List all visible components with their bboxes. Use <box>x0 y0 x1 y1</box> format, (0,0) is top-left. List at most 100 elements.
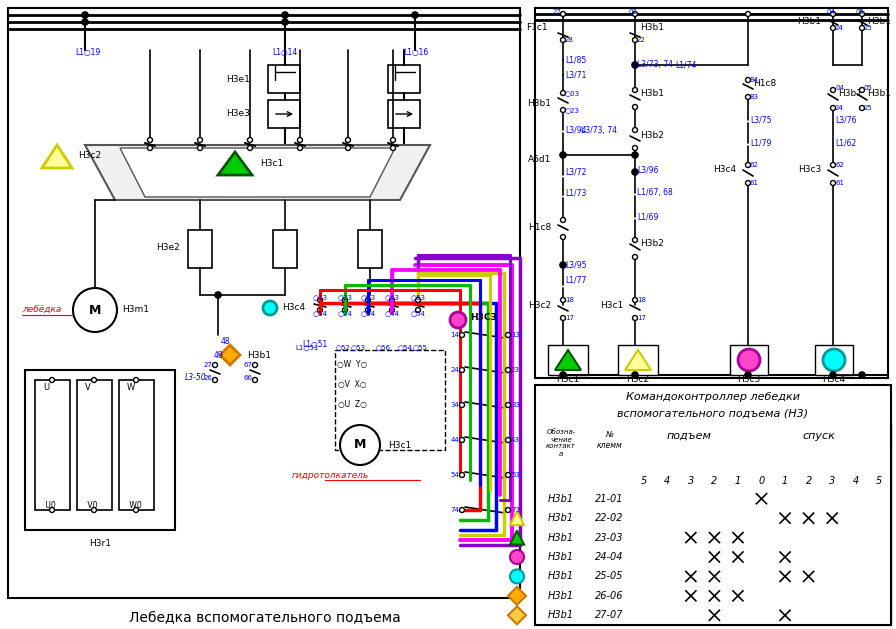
Text: L3/94: L3/94 <box>565 126 587 135</box>
Circle shape <box>91 377 97 382</box>
Text: лебёдка: лебёдка <box>22 306 61 314</box>
Circle shape <box>745 11 751 16</box>
Circle shape <box>510 550 524 564</box>
Circle shape <box>633 128 637 133</box>
Text: ○34: ○34 <box>360 310 375 316</box>
Bar <box>535 528 891 547</box>
Bar <box>535 606 891 625</box>
Text: V: V <box>85 384 90 392</box>
Polygon shape <box>42 145 72 168</box>
Text: гидротолкатель: гидротолкатель <box>291 470 368 479</box>
Text: 18: 18 <box>565 297 574 303</box>
Text: Н3b2: Н3b2 <box>640 130 664 140</box>
Text: L1○51: L1○51 <box>296 344 319 350</box>
Text: вспомогательного подъема (Н3): вспомогательного подъема (Н3) <box>617 408 808 418</box>
Circle shape <box>391 145 395 150</box>
Circle shape <box>91 508 97 513</box>
Text: L3/95: L3/95 <box>565 260 587 269</box>
Circle shape <box>561 298 565 303</box>
Polygon shape <box>555 350 581 370</box>
Circle shape <box>247 145 253 150</box>
Text: ○13: ○13 <box>313 294 328 300</box>
Circle shape <box>391 138 395 143</box>
Text: 26: 26 <box>203 375 212 381</box>
Text: 24: 24 <box>451 367 459 373</box>
Circle shape <box>416 298 420 303</box>
Circle shape <box>197 138 202 143</box>
Text: 61: 61 <box>750 180 759 186</box>
Text: А6d1: А6d1 <box>528 155 551 165</box>
Circle shape <box>633 298 637 303</box>
Bar <box>535 567 891 586</box>
Bar <box>77 380 112 510</box>
Circle shape <box>73 288 117 332</box>
Circle shape <box>505 403 511 408</box>
Text: 04: 04 <box>827 9 835 15</box>
Text: 62: 62 <box>750 162 759 168</box>
Circle shape <box>346 145 350 150</box>
Text: L3/75: L3/75 <box>750 116 771 125</box>
Bar <box>535 423 891 473</box>
Text: Н3b1: Н3b1 <box>548 494 574 504</box>
Text: L1/74: L1/74 <box>675 60 696 69</box>
Text: Н3b1: Н3b1 <box>548 591 574 601</box>
Text: Н3е3: Н3е3 <box>226 109 250 118</box>
Text: 24: 24 <box>835 25 844 31</box>
Text: 17: 17 <box>565 315 574 321</box>
Circle shape <box>561 11 565 16</box>
Text: 3: 3 <box>688 476 694 486</box>
Circle shape <box>282 19 288 25</box>
Text: 1: 1 <box>782 476 788 486</box>
Text: 33: 33 <box>511 402 520 408</box>
Circle shape <box>366 298 371 303</box>
Circle shape <box>460 333 464 338</box>
Text: 2: 2 <box>711 476 718 486</box>
Text: 13: 13 <box>511 332 520 338</box>
Text: 26-06: 26-06 <box>595 591 624 601</box>
Text: Н3С3: Н3С3 <box>470 313 496 323</box>
Text: 25: 25 <box>864 105 873 111</box>
Text: 23: 23 <box>511 367 520 373</box>
Text: Н3b1: Н3b1 <box>548 610 574 620</box>
Text: L1○19: L1○19 <box>75 48 100 57</box>
Text: L3/72: L3/72 <box>565 167 586 177</box>
Text: L3/76: L3/76 <box>835 116 857 125</box>
Text: L1○16: L1○16 <box>403 48 428 57</box>
Text: 14: 14 <box>450 332 459 338</box>
Text: U: U <box>43 384 49 392</box>
Bar <box>358 230 382 268</box>
Text: Лебедка вспомогательного подъема: Лебедка вспомогательного подъема <box>129 611 401 625</box>
Text: 21-01: 21-01 <box>595 494 624 504</box>
Circle shape <box>633 104 637 109</box>
Circle shape <box>505 508 511 513</box>
Text: Н3с3: Н3с3 <box>737 376 761 384</box>
Text: L3/73, 74: L3/73, 74 <box>581 126 617 135</box>
Circle shape <box>561 316 565 321</box>
Text: 67: 67 <box>244 362 253 368</box>
Bar <box>730 345 768 375</box>
Text: Н3b1: Н3b1 <box>640 23 664 33</box>
Circle shape <box>560 152 566 158</box>
Circle shape <box>633 11 637 16</box>
Circle shape <box>633 38 637 43</box>
Text: L1/69: L1/69 <box>637 213 659 221</box>
Text: Н3b1: Н3b1 <box>247 350 271 360</box>
Text: 5: 5 <box>876 476 883 486</box>
Circle shape <box>561 108 565 113</box>
Circle shape <box>49 377 55 382</box>
Bar <box>535 586 891 606</box>
Circle shape <box>859 372 865 378</box>
Circle shape <box>342 308 348 313</box>
Circle shape <box>510 569 524 584</box>
Bar <box>268 100 300 128</box>
Text: ○43: ○43 <box>384 294 400 300</box>
Circle shape <box>859 106 865 111</box>
Circle shape <box>247 138 253 143</box>
Text: Н3с2: Н3с2 <box>626 376 650 384</box>
Circle shape <box>831 162 835 167</box>
Circle shape <box>632 152 638 158</box>
Text: L1○51: L1○51 <box>302 340 327 350</box>
Polygon shape <box>120 148 395 197</box>
Circle shape <box>460 438 464 442</box>
Circle shape <box>633 255 637 260</box>
